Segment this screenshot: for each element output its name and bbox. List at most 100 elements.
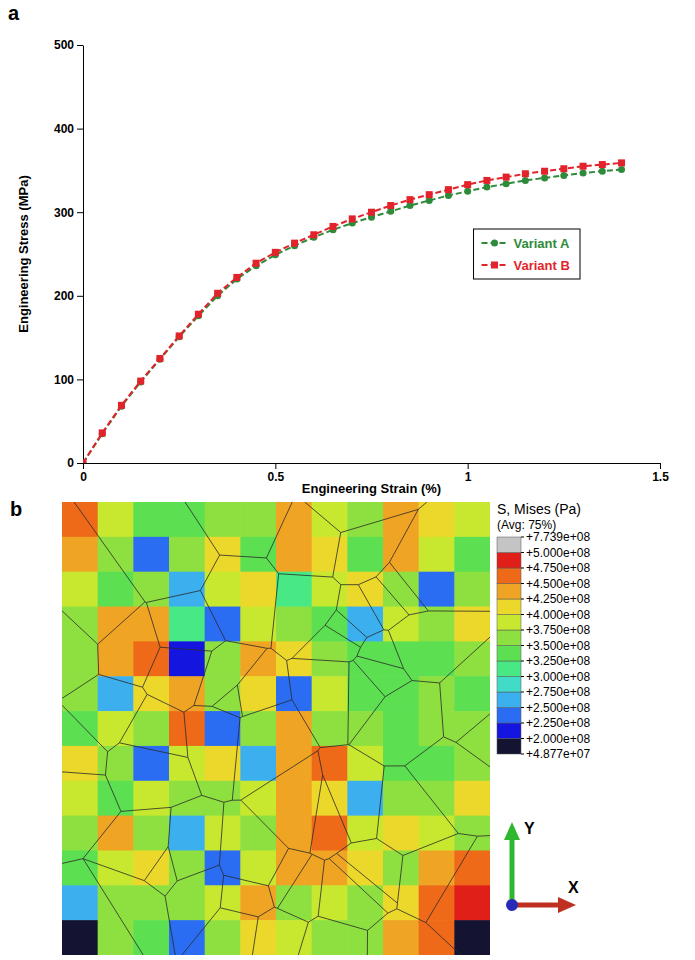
cell [98, 920, 134, 955]
triad-label: Y [524, 820, 535, 837]
colorbar-tick [521, 645, 524, 646]
marker [118, 402, 125, 409]
marker [99, 429, 106, 436]
cell [205, 641, 241, 676]
cell [312, 711, 348, 746]
cell [205, 502, 241, 537]
colorbar-tick-label: +4.750e+08 [526, 561, 590, 575]
cell [276, 850, 312, 885]
colorbar-tick [521, 537, 524, 538]
colorbar: +4.877e+07+2.000e+08+2.250e+08+2.500e+08… [497, 530, 590, 761]
marker [541, 174, 548, 181]
cell [62, 746, 98, 781]
y-tick: 400 [54, 122, 83, 136]
cell [276, 676, 312, 711]
colorbar-tick [521, 614, 524, 615]
cell [62, 781, 98, 816]
colorbar-tick [521, 599, 524, 600]
colorbar-bin [497, 646, 521, 662]
marker [137, 378, 144, 385]
cell [133, 746, 169, 781]
x-tick-mark [468, 463, 469, 469]
x-axis-title: Engineering Strain (%) [302, 481, 441, 496]
colorbar-tick-label: +2.750e+08 [526, 685, 590, 699]
marker [560, 172, 567, 179]
cell [62, 607, 98, 642]
marker [541, 168, 548, 175]
y-tick-label: 100 [54, 373, 74, 387]
cell [454, 641, 490, 676]
cell [133, 676, 169, 711]
colorbar-bin [497, 708, 521, 724]
y-tick-label: 500 [54, 38, 74, 52]
x-tick-mark [275, 463, 276, 469]
triad-origin [506, 899, 518, 911]
cell [383, 781, 419, 816]
marker [176, 333, 183, 340]
triad-y-arrow [510, 838, 515, 905]
cell [276, 746, 312, 781]
cell [312, 676, 348, 711]
y-tick-label: 0 [67, 456, 74, 470]
marker [618, 159, 625, 166]
cell [98, 502, 134, 537]
cell [454, 781, 490, 816]
triad-y-head [504, 822, 520, 840]
cell [133, 572, 169, 607]
cell [383, 711, 419, 746]
x-tick-mark [83, 463, 84, 469]
panel-label: b [10, 498, 22, 520]
cell [98, 572, 134, 607]
cell [347, 711, 383, 746]
x-tick-label: 1 [465, 470, 472, 484]
cell [133, 711, 169, 746]
cell [240, 607, 276, 642]
cell [347, 920, 383, 955]
cell [62, 537, 98, 572]
series [83, 159, 625, 463]
marker [330, 223, 337, 230]
cell [98, 607, 134, 642]
colorbar-bin [497, 661, 521, 677]
cell [312, 816, 348, 851]
cell [98, 641, 134, 676]
y-tick-mark [77, 45, 83, 46]
marker [310, 231, 317, 238]
cell [240, 676, 276, 711]
colorbar-bin [497, 630, 521, 646]
triad-label: X [568, 879, 579, 896]
series-line [83, 163, 622, 463]
y-tick-mark [77, 212, 83, 213]
cell [62, 711, 98, 746]
cell [276, 537, 312, 572]
cell [419, 502, 455, 537]
series-line [83, 170, 622, 463]
cell [169, 607, 205, 642]
legend-label: Variant A [514, 236, 570, 251]
cell [169, 537, 205, 572]
marker [118, 403, 125, 410]
cell [240, 816, 276, 851]
cell [347, 885, 383, 920]
marker [349, 215, 356, 222]
cell [240, 746, 276, 781]
cell [62, 850, 98, 885]
colorbar-bin [497, 537, 521, 553]
cell [312, 537, 348, 572]
cell [240, 572, 276, 607]
colorbar-tick-label: +3.750e+08 [526, 623, 590, 637]
cell [240, 537, 276, 572]
x-tick: 0.5 [267, 463, 284, 484]
cell [133, 607, 169, 642]
cell [169, 641, 205, 676]
cell [312, 641, 348, 676]
cell [312, 920, 348, 955]
legend-label: Variant B [514, 258, 570, 273]
colorbar-tick [521, 630, 524, 631]
cell [347, 502, 383, 537]
marker [137, 378, 144, 385]
colorbar-tick [521, 661, 524, 662]
series [83, 166, 625, 463]
x-tick-label: 0 [80, 470, 87, 484]
colorbar-tick-label: +4.500e+08 [526, 577, 590, 591]
